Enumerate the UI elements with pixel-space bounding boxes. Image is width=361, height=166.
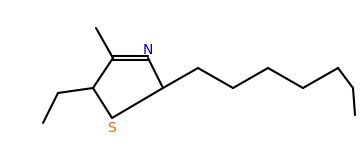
Text: S: S bbox=[108, 121, 116, 135]
Text: N: N bbox=[143, 43, 153, 57]
